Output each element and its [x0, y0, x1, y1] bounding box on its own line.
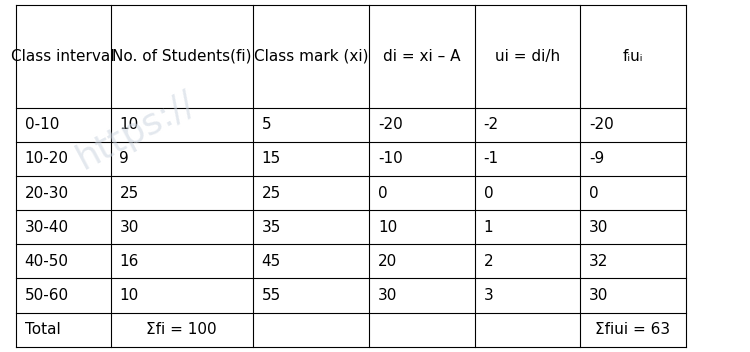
Text: 30: 30: [378, 288, 398, 303]
Text: -9: -9: [589, 151, 604, 166]
Text: -10: -10: [378, 151, 403, 166]
Text: -2: -2: [484, 117, 499, 132]
Text: 45: 45: [262, 254, 280, 269]
Text: Σfiui = 63: Σfiui = 63: [596, 322, 670, 337]
Text: 1: 1: [484, 220, 494, 235]
Text: 0-10: 0-10: [25, 117, 59, 132]
Text: ui = di/h: ui = di/h: [495, 49, 560, 64]
Text: No. of Students(fi): No. of Students(fi): [112, 49, 251, 64]
Text: Total: Total: [25, 322, 61, 337]
Text: di = xi – A: di = xi – A: [383, 49, 460, 64]
Text: 10: 10: [119, 117, 139, 132]
Text: 0: 0: [378, 186, 388, 201]
Text: 10: 10: [378, 220, 398, 235]
Text: 55: 55: [262, 288, 280, 303]
Text: 5: 5: [262, 117, 271, 132]
Text: 25: 25: [262, 186, 280, 201]
Text: 10: 10: [119, 288, 139, 303]
Text: 20: 20: [378, 254, 398, 269]
Text: -20: -20: [378, 117, 403, 132]
Text: 20-30: 20-30: [25, 186, 69, 201]
Text: 30-40: 30-40: [25, 220, 69, 235]
Text: 0: 0: [484, 186, 494, 201]
Text: 16: 16: [119, 254, 139, 269]
Text: -20: -20: [589, 117, 613, 132]
Text: 3: 3: [484, 288, 494, 303]
Text: 9: 9: [119, 151, 129, 166]
Text: 32: 32: [589, 254, 608, 269]
Text: 35: 35: [262, 220, 280, 235]
Text: 30: 30: [119, 220, 139, 235]
Text: -1: -1: [484, 151, 499, 166]
Text: 25: 25: [119, 186, 139, 201]
Text: fᵢuᵢ: fᵢuᵢ: [622, 49, 644, 64]
Text: Class interval: Class interval: [11, 49, 115, 64]
Text: 10-20: 10-20: [25, 151, 69, 166]
Text: 15: 15: [262, 151, 280, 166]
Text: 50-60: 50-60: [25, 288, 69, 303]
Text: 2: 2: [484, 254, 494, 269]
Text: https://: https://: [70, 85, 201, 176]
Text: Σfi = 100: Σfi = 100: [146, 322, 217, 337]
Text: Class mark (xi): Class mark (xi): [254, 49, 368, 64]
Text: 0: 0: [589, 186, 598, 201]
Text: 30: 30: [589, 220, 608, 235]
Text: 40-50: 40-50: [25, 254, 69, 269]
Text: 30: 30: [589, 288, 608, 303]
